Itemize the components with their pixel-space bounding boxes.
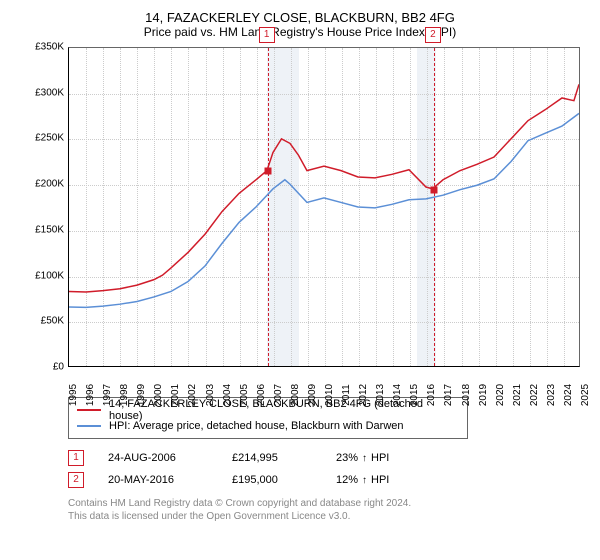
transaction-row-2: 2 20-MAY-2016 £195,000 12% ↑ HPI	[68, 469, 580, 491]
y-tick-label: £0	[53, 362, 64, 373]
y-tick-label: £250K	[35, 133, 64, 144]
transaction-pct-2: 12%	[336, 474, 358, 486]
transaction-comp-label-1: HPI	[371, 452, 389, 464]
transaction-table: 1 24-AUG-2006 £214,995 23% ↑ HPI 2 20-MA…	[68, 447, 580, 491]
series-hpi	[69, 113, 579, 307]
event-flag: 2	[425, 27, 441, 43]
x-tick-label: 2002	[187, 384, 198, 406]
legend-swatch-hpi	[77, 425, 101, 427]
series-svg	[69, 48, 579, 366]
x-tick-label: 2024	[563, 384, 574, 406]
x-tick-label: 2018	[461, 384, 472, 406]
y-tick-label: £300K	[35, 87, 64, 98]
plot-area	[68, 47, 580, 367]
y-tick-label: £50K	[41, 316, 64, 327]
x-tick-label: 2010	[324, 384, 335, 406]
x-tick-label: 2013	[375, 384, 386, 406]
arrow-up-icon: ↑	[362, 453, 367, 464]
x-tick-label: 2014	[392, 384, 403, 406]
x-tick-label: 2021	[512, 384, 523, 406]
x-tick-label: 2017	[443, 384, 454, 406]
x-tick-label: 2016	[426, 384, 437, 406]
transaction-comparison-1: 23% ↑ HPI	[336, 452, 416, 464]
x-tick-label: 2015	[409, 384, 420, 406]
x-tick-label: 1997	[102, 384, 113, 406]
y-tick-label: £200K	[35, 179, 64, 190]
x-tick-label: 1999	[136, 384, 147, 406]
event-marker	[430, 186, 437, 193]
legend-swatch-property	[77, 409, 101, 411]
y-tick-label: £100K	[35, 270, 64, 281]
x-tick-label: 1996	[85, 384, 96, 406]
y-tick-label: £150K	[35, 224, 64, 235]
x-tick-label: 2020	[495, 384, 506, 406]
x-tick-label: 1995	[68, 384, 79, 406]
x-tick-label: 2000	[153, 384, 164, 406]
transaction-price-2: £195,000	[232, 474, 312, 486]
x-tick-label: 2012	[358, 384, 369, 406]
x-axis: 1995199619971998199920002001200220032004…	[68, 369, 580, 395]
x-tick-label: 1998	[119, 384, 130, 406]
transaction-pct-1: 23%	[336, 452, 358, 464]
x-tick-label: 2001	[170, 384, 181, 406]
x-tick-label: 2011	[341, 384, 352, 406]
transaction-date-2: 20-MAY-2016	[108, 474, 208, 486]
footnote-line-1: Contains HM Land Registry data © Crown c…	[68, 497, 580, 510]
x-tick-label: 2003	[205, 384, 216, 406]
legend-label-hpi: HPI: Average price, detached house, Blac…	[109, 420, 404, 432]
transaction-flag-1: 1	[68, 450, 84, 466]
transaction-comp-label-2: HPI	[371, 474, 389, 486]
x-tick-label: 2004	[222, 384, 233, 406]
y-tick-label: £350K	[35, 42, 64, 53]
transaction-date-1: 24-AUG-2006	[108, 452, 208, 464]
x-tick-label: 2025	[580, 384, 591, 406]
event-marker	[264, 168, 271, 175]
x-tick-label: 2022	[529, 384, 540, 406]
transaction-comparison-2: 12% ↑ HPI	[336, 474, 416, 486]
event-flag: 1	[259, 27, 275, 43]
x-tick-label: 2023	[546, 384, 557, 406]
x-tick-label: 2019	[478, 384, 489, 406]
x-tick-label: 2005	[239, 384, 250, 406]
footnote: Contains HM Land Registry data © Crown c…	[68, 497, 580, 523]
chart-subtitle: Price paid vs. HM Land Registry's House …	[20, 25, 580, 39]
transaction-flag-2: 2	[68, 472, 84, 488]
x-tick-label: 2009	[307, 384, 318, 406]
x-tick-label: 2006	[256, 384, 267, 406]
footnote-line-2: This data is licensed under the Open Gov…	[68, 510, 580, 523]
series-property	[69, 84, 579, 292]
y-axis: £0£50K£100K£150K£200K£250K£300K£350K	[20, 47, 66, 367]
chart-title: 14, FAZACKERLEY CLOSE, BLACKBURN, BB2 4F…	[20, 10, 580, 25]
chart-container: 14, FAZACKERLEY CLOSE, BLACKBURN, BB2 4F…	[0, 0, 600, 560]
x-tick-label: 2008	[290, 384, 301, 406]
arrow-up-icon: ↑	[362, 475, 367, 486]
chart-area: £0£50K£100K£150K£200K£250K£300K£350K 199…	[20, 47, 580, 395]
transaction-row-1: 1 24-AUG-2006 £214,995 23% ↑ HPI	[68, 447, 580, 469]
transaction-price-1: £214,995	[232, 452, 312, 464]
x-tick-label: 2007	[273, 384, 284, 406]
legend-item-hpi: HPI: Average price, detached house, Blac…	[77, 418, 459, 434]
